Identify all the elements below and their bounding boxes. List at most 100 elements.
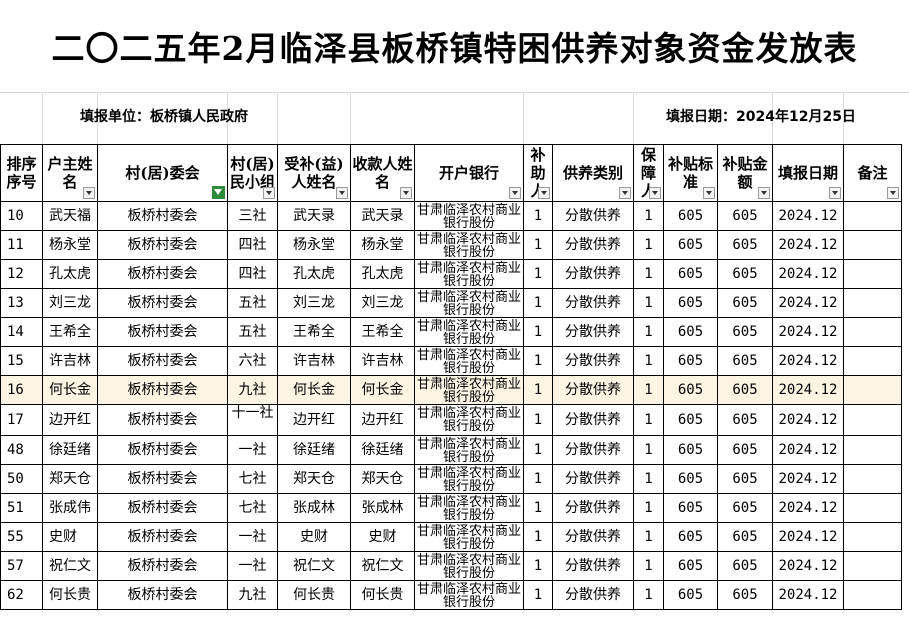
cell-note[interactable] bbox=[843, 317, 902, 347]
cell-note[interactable] bbox=[843, 404, 902, 436]
cell-head[interactable]: 史财 bbox=[42, 522, 98, 552]
cell-village[interactable]: 板桥村委会 bbox=[97, 464, 228, 494]
cell-standard[interactable]: 605 bbox=[663, 288, 718, 318]
cell-bank[interactable]: 甘肃临泽农村商业银行股份 bbox=[414, 493, 524, 523]
cell-head[interactable]: 王希全 bbox=[42, 317, 98, 347]
cell-amount[interactable]: 605 bbox=[717, 288, 773, 318]
cell-note[interactable] bbox=[843, 551, 902, 581]
cell-payee[interactable]: 史财 bbox=[350, 522, 415, 552]
cell-bank[interactable]: 甘肃临泽农村商业银行股份 bbox=[414, 580, 524, 610]
cell-village[interactable]: 板桥村委会 bbox=[97, 580, 228, 610]
cell-group[interactable]: 三社 bbox=[227, 201, 278, 231]
cell-guarantee[interactable]: 1 bbox=[633, 201, 664, 231]
cell-date[interactable]: 2024.12 bbox=[772, 230, 844, 260]
cell-people[interactable]: 1 bbox=[523, 522, 553, 552]
table-row[interactable]: 57 祝仁文 板桥村委会 一社 祝仁文 祝仁文 甘肃临泽农村商业银行股份 1 分散供养 1 605 6… bbox=[0, 551, 902, 581]
table-row[interactable]: 51 张成伟 板桥村委会 七社 张成林 张成林 甘肃临泽农村商业银行股份 1 分散供养 1 605 6… bbox=[0, 493, 902, 523]
cell-guarantee[interactable]: 1 bbox=[633, 435, 664, 465]
cell-note[interactable] bbox=[843, 259, 902, 289]
table-row[interactable]: 17 边开红 板桥村委会 十一社 边开红 边开红 甘肃临泽农村商业银行股份 1 分散供养 1 605… bbox=[0, 404, 902, 436]
cell-date[interactable]: 2024.12 bbox=[772, 346, 844, 376]
cell-payee[interactable]: 郑天仓 bbox=[350, 464, 415, 494]
cell-standard[interactable]: 605 bbox=[663, 551, 718, 581]
cell-standard[interactable]: 605 bbox=[663, 317, 718, 347]
cell-head[interactable]: 刘三龙 bbox=[42, 288, 98, 318]
cell-type[interactable]: 分散供养 bbox=[552, 551, 634, 581]
cell-beneficiary[interactable]: 何长金 bbox=[277, 375, 351, 405]
cell-beneficiary[interactable]: 边开红 bbox=[277, 404, 351, 436]
cell-standard[interactable]: 605 bbox=[663, 493, 718, 523]
cell-amount[interactable]: 605 bbox=[717, 375, 773, 405]
cell-head[interactable]: 何长贵 bbox=[42, 580, 98, 610]
cell-group[interactable]: 五社 bbox=[227, 317, 278, 347]
cell-head[interactable]: 孔太虎 bbox=[42, 259, 98, 289]
cell-payee[interactable]: 祝仁文 bbox=[350, 551, 415, 581]
cell-bank[interactable]: 甘肃临泽农村商业银行股份 bbox=[414, 404, 524, 436]
cell-amount[interactable]: 605 bbox=[717, 522, 773, 552]
filter-dropdown-icon[interactable] bbox=[263, 187, 275, 199]
cell-guarantee[interactable]: 1 bbox=[633, 493, 664, 523]
cell-bank[interactable]: 甘肃临泽农村商业银行股份 bbox=[414, 551, 524, 581]
cell-bank[interactable]: 甘肃临泽农村商业银行股份 bbox=[414, 375, 524, 405]
table-row[interactable]: 62 何长贵 板桥村委会 九社 何长贵 何长贵 甘肃临泽农村商业银行股份 1 分散供养 1 605 6… bbox=[0, 580, 902, 610]
cell-group[interactable]: 六社 bbox=[227, 346, 278, 376]
cell-no[interactable]: 14 bbox=[0, 317, 43, 347]
cell-group[interactable]: 一社 bbox=[227, 435, 278, 465]
cell-no[interactable]: 10 bbox=[0, 201, 43, 231]
cell-guarantee[interactable]: 1 bbox=[633, 551, 664, 581]
cell-type[interactable]: 分散供养 bbox=[552, 317, 634, 347]
cell-amount[interactable]: 605 bbox=[717, 580, 773, 610]
cell-no[interactable]: 51 bbox=[0, 493, 43, 523]
cell-group[interactable]: 七社 bbox=[227, 464, 278, 494]
cell-date[interactable]: 2024.12 bbox=[772, 201, 844, 231]
cell-note[interactable] bbox=[843, 522, 902, 552]
cell-beneficiary[interactable]: 刘三龙 bbox=[277, 288, 351, 318]
cell-payee[interactable]: 边开红 bbox=[350, 404, 415, 436]
cell-standard[interactable]: 605 bbox=[663, 259, 718, 289]
cell-type[interactable]: 分散供养 bbox=[552, 580, 634, 610]
cell-standard[interactable]: 605 bbox=[663, 346, 718, 376]
cell-note[interactable] bbox=[843, 230, 902, 260]
cell-type[interactable]: 分散供养 bbox=[552, 404, 634, 436]
cell-payee[interactable]: 王希全 bbox=[350, 317, 415, 347]
cell-payee[interactable]: 孔太虎 bbox=[350, 259, 415, 289]
cell-group[interactable]: 七社 bbox=[227, 493, 278, 523]
cell-head[interactable]: 边开红 bbox=[42, 404, 98, 436]
cell-date[interactable]: 2024.12 bbox=[772, 404, 844, 436]
cell-guarantee[interactable]: 1 bbox=[633, 404, 664, 436]
filter-dropdown-icon[interactable] bbox=[538, 187, 550, 199]
filter-dropdown-icon[interactable] bbox=[887, 187, 899, 199]
cell-group[interactable]: 九社 bbox=[227, 580, 278, 610]
cell-village[interactable]: 板桥村委会 bbox=[97, 375, 228, 405]
cell-note[interactable] bbox=[843, 493, 902, 523]
cell-note[interactable] bbox=[843, 464, 902, 494]
cell-beneficiary[interactable]: 徐廷绪 bbox=[277, 435, 351, 465]
table-row[interactable]: 10 武天福 板桥村委会 三社 武天录 武天录 甘肃临泽农村商业银行股份 1 分散供养 1 605 6… bbox=[0, 201, 902, 231]
cell-people[interactable]: 1 bbox=[523, 551, 553, 581]
cell-type[interactable]: 分散供养 bbox=[552, 259, 634, 289]
cell-date[interactable]: 2024.12 bbox=[772, 522, 844, 552]
filter-dropdown-icon[interactable] bbox=[83, 187, 95, 199]
cell-no[interactable]: 57 bbox=[0, 551, 43, 581]
cell-payee[interactable]: 杨永堂 bbox=[350, 230, 415, 260]
cell-beneficiary[interactable]: 祝仁文 bbox=[277, 551, 351, 581]
cell-bank[interactable]: 甘肃临泽农村商业银行股份 bbox=[414, 317, 524, 347]
cell-guarantee[interactable]: 1 bbox=[633, 346, 664, 376]
cell-people[interactable]: 1 bbox=[523, 375, 553, 405]
cell-people[interactable]: 1 bbox=[523, 464, 553, 494]
cell-note[interactable] bbox=[843, 580, 902, 610]
cell-amount[interactable]: 605 bbox=[717, 317, 773, 347]
cell-payee[interactable]: 许吉林 bbox=[350, 346, 415, 376]
cell-bank[interactable]: 甘肃临泽农村商业银行股份 bbox=[414, 435, 524, 465]
cell-type[interactable]: 分散供养 bbox=[552, 493, 634, 523]
cell-guarantee[interactable]: 1 bbox=[633, 375, 664, 405]
filter-dropdown-icon[interactable] bbox=[509, 187, 521, 199]
cell-head[interactable]: 武天福 bbox=[42, 201, 98, 231]
cell-beneficiary[interactable]: 武天录 bbox=[277, 201, 351, 231]
cell-head[interactable]: 杨永堂 bbox=[42, 230, 98, 260]
cell-people[interactable]: 1 bbox=[523, 259, 553, 289]
cell-group[interactable]: 十一社 bbox=[227, 404, 278, 436]
cell-no[interactable]: 62 bbox=[0, 580, 43, 610]
cell-note[interactable] bbox=[843, 201, 902, 231]
cell-beneficiary[interactable]: 孔太虎 bbox=[277, 259, 351, 289]
